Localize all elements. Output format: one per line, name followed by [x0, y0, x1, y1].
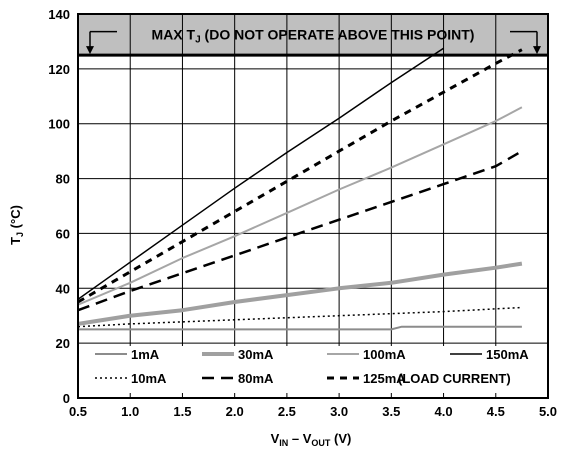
legend-label-10mA: 10mA [131, 371, 167, 386]
legend-label-1mA: 1mA [131, 347, 160, 362]
y-tick-label: 140 [48, 7, 70, 22]
max-tj-band-layer: MAX TJ (DO NOT OPERATE ABOVE THIS POINT) [78, 14, 548, 57]
y-axis-label: TJ (°C) [8, 205, 25, 245]
series-line-80mA [78, 150, 523, 312]
x-tick-label: 1.0 [121, 404, 139, 419]
x-tick-label: 2.5 [278, 404, 296, 419]
legend-note: (LOAD CURRENT) [398, 371, 511, 386]
max-tj-label: MAX TJ (DO NOT OPERATE ABOVE THIS POINT) [152, 27, 475, 46]
series-line-125mA [78, 48, 523, 304]
legend: 1mA 30mA 100mA 150mA 10mA 80mA 125mA(LOAD CURR… [79, 346, 547, 393]
plot-frame [77, 13, 549, 399]
x-tick-label: 0.5 [69, 404, 87, 419]
x-tick-label: 1.5 [173, 404, 191, 419]
band-arrow [86, 46, 94, 55]
x-axis-label: VIN – VOUT (V) [271, 431, 352, 448]
legend-label-150mA: 150mA [486, 347, 529, 362]
y-tick-label: 120 [48, 62, 70, 77]
series-layer [78, 47, 523, 331]
series-line-10mA [78, 306, 522, 328]
y-tick-label: 100 [48, 117, 70, 132]
y-tick-label: 60 [56, 226, 70, 241]
legend-label-80mA: 80mA [238, 371, 274, 386]
x-tick-label: 2.0 [226, 404, 244, 419]
grid [77, 13, 549, 399]
x-tick-label: 3.0 [330, 404, 348, 419]
plot-border [77, 13, 549, 399]
x-tick-label: 4.0 [435, 404, 453, 419]
y-tick-label: 40 [56, 281, 70, 296]
series-line-30mA [78, 261, 523, 326]
x-tick-label: 3.5 [382, 404, 400, 419]
tick-labels: 0.5 1.0 1.5 2.0 2.5 3.0 3.5 4.0 4.5 5.0 0 20 40 60 80 1… [48, 7, 557, 419]
band-arrow [533, 46, 541, 55]
max-tj-band [78, 14, 548, 56]
y-tick-label: 80 [56, 172, 70, 187]
y-tick-label: 20 [56, 336, 70, 351]
x-tick-label: 4.5 [487, 404, 505, 419]
x-tick-label: 5.0 [539, 404, 557, 419]
series-line-150mA [78, 47, 445, 300]
legend-label-100mA: 100mA [363, 347, 406, 362]
legend-label-30mA: 30mA [238, 347, 274, 362]
y-tick-label: 0 [63, 391, 70, 406]
legend-label-125mA: 125mA [363, 371, 406, 386]
series-line-100mA [78, 106, 523, 306]
series-line-1mA [78, 325, 522, 331]
